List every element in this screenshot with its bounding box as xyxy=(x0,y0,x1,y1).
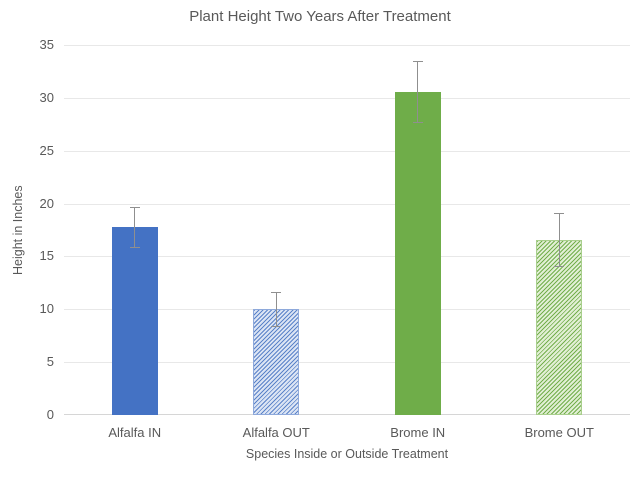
x-category-label-brome-out: Brome OUT xyxy=(524,425,594,440)
chart-title: Plant Height Two Years After Treatment xyxy=(189,8,451,25)
gridline-15 xyxy=(64,256,630,258)
x-axis-line xyxy=(64,414,630,415)
error-bar-alfalfa-out xyxy=(275,292,277,327)
plot-area xyxy=(64,45,630,415)
error-bar-cap-bottom-brome-in xyxy=(412,122,423,124)
error-bar-alfalfa-in xyxy=(134,206,136,247)
error-bar-cap-top-brome-out xyxy=(554,213,565,215)
x-category-label-alfalfa-out: Alfalfa OUT xyxy=(242,425,310,440)
bar-brome-out xyxy=(536,239,583,415)
y-tick-label-20: 20 xyxy=(39,195,54,211)
error-bar-brome-in xyxy=(417,60,419,123)
gridline-10 xyxy=(64,309,630,311)
bar-brome-in xyxy=(394,91,441,415)
gridline-5 xyxy=(64,362,630,364)
y-tick-label-5: 5 xyxy=(46,354,54,370)
gridline-35 xyxy=(64,45,630,46)
y-tick-label-35: 35 xyxy=(39,37,54,52)
bar-alfalfa-in xyxy=(111,226,158,415)
y-tick-label-25: 25 xyxy=(39,142,54,158)
y-tick-label-10: 10 xyxy=(39,301,54,317)
error-bar-cap-bottom-alfalfa-out xyxy=(271,326,282,328)
error-bar-cap-bottom-alfalfa-in xyxy=(129,246,140,248)
error-bar-cap-top-alfalfa-in xyxy=(129,206,140,208)
x-category-label-brome-in: Brome IN xyxy=(390,425,446,440)
error-bar-cap-top-brome-in xyxy=(412,60,423,62)
y-tick-label-0: 0 xyxy=(46,407,54,422)
x-category-label-alfalfa-in: Alfalfa IN xyxy=(108,425,162,440)
gridline-25 xyxy=(64,150,630,152)
y-tick-label-30: 30 xyxy=(39,89,54,105)
error-bar-cap-bottom-brome-out xyxy=(554,265,565,267)
x-axis-title: Species Inside or Outside Treatment xyxy=(245,447,449,461)
error-bar-brome-out xyxy=(558,213,560,266)
y-tick-label-15: 15 xyxy=(39,248,54,264)
gridline-30 xyxy=(64,97,630,99)
error-bar-cap-top-alfalfa-out xyxy=(271,292,282,294)
gridline-20 xyxy=(64,203,630,205)
